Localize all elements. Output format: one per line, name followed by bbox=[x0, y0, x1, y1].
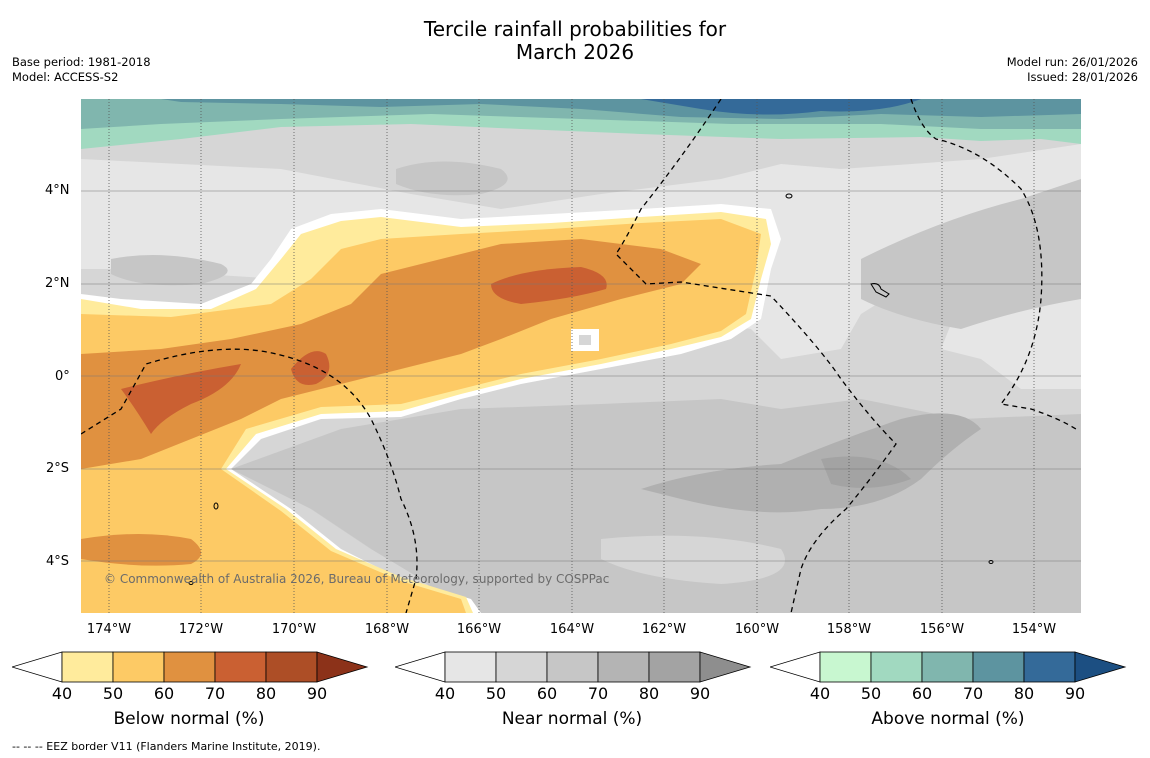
lon-label-166w: 166°W bbox=[456, 622, 502, 637]
above-swatch-50 bbox=[870, 651, 923, 683]
above-tick-50: 50 bbox=[860, 684, 882, 703]
below-80-center bbox=[491, 267, 607, 304]
copyright-credit: © Commonwealth of Australia 2026, Bureau… bbox=[104, 572, 610, 586]
colorbar-below bbox=[12, 651, 369, 683]
near-tick-70: 70 bbox=[587, 684, 609, 703]
above-swatch-gt90 bbox=[1074, 651, 1127, 683]
below-60-region bbox=[81, 219, 761, 613]
below-normal-title: Below normal (%) bbox=[113, 709, 265, 729]
lon-label-170w: 170°W bbox=[271, 622, 317, 637]
below-tick-40: 40 bbox=[51, 684, 73, 703]
near-swatch-40 bbox=[444, 651, 497, 683]
near-swatch-60 bbox=[546, 651, 599, 683]
below-tick-60: 60 bbox=[153, 684, 175, 703]
near-60-east bbox=[861, 179, 1081, 329]
near-swatch-50 bbox=[495, 651, 548, 683]
below-swatch-50 bbox=[112, 651, 165, 683]
below-tick-80: 80 bbox=[255, 684, 277, 703]
above-tick-60: 60 bbox=[911, 684, 933, 703]
near-70-south bbox=[641, 413, 981, 513]
meta-left: Base period: 1981-2018 Model: ACCESS-S2 bbox=[12, 55, 151, 85]
below-tick-70: 70 bbox=[204, 684, 226, 703]
above-tick-70: 70 bbox=[962, 684, 984, 703]
lat-label-0: 0° bbox=[55, 369, 70, 384]
below-tick-50: 50 bbox=[102, 684, 124, 703]
above-tick-40: 40 bbox=[809, 684, 831, 703]
above-swatch-60 bbox=[921, 651, 974, 683]
near-tick-50: 50 bbox=[485, 684, 507, 703]
above-tick-80: 80 bbox=[1013, 684, 1035, 703]
above-swatch-40 bbox=[819, 651, 872, 683]
below-swatch-40 bbox=[61, 651, 114, 683]
below-swatch-60 bbox=[163, 651, 216, 683]
near-swatch-lt40 bbox=[395, 651, 446, 683]
lat-label-2s: 2°S bbox=[46, 461, 70, 476]
map-lat-lines bbox=[81, 190, 1081, 562]
near-80-south bbox=[821, 456, 911, 488]
probability-map bbox=[81, 99, 1081, 613]
near-tick-40: 40 bbox=[434, 684, 456, 703]
above-swatch-70 bbox=[972, 651, 1025, 683]
eez-footnote: -- -- -- EEZ border V11 (Flanders Marine… bbox=[12, 740, 321, 753]
lon-label-160w: 160°W bbox=[734, 622, 780, 637]
map-title: Tercile rainfall probabilities for March… bbox=[0, 18, 1150, 64]
title-line-2: March 2026 bbox=[515, 40, 635, 64]
model-run: Model run: 26/01/2026 bbox=[1006, 55, 1138, 69]
base-period: Base period: 1981-2018 bbox=[12, 55, 151, 69]
near-swatch-gt90 bbox=[699, 651, 752, 683]
lon-label-154w: 154°W bbox=[1011, 622, 1057, 637]
issued-date: Issued: 28/01/2026 bbox=[1027, 70, 1138, 84]
near-60-patch-a bbox=[396, 161, 508, 196]
lon-label-172w: 172°W bbox=[178, 622, 224, 637]
lon-label-164w: 164°W bbox=[549, 622, 595, 637]
lon-label-162w: 162°W bbox=[641, 622, 687, 637]
colorbar-near bbox=[395, 651, 752, 683]
title-line-1: Tercile rainfall probabilities for bbox=[423, 17, 727, 41]
above-normal-title: Above normal (%) bbox=[871, 709, 1025, 729]
above-80-band bbox=[641, 99, 921, 115]
lat-label-4n: 4°N bbox=[45, 183, 70, 198]
model-name: Model: ACCESS-S2 bbox=[12, 70, 119, 84]
eez-borders bbox=[81, 99, 1080, 613]
above-tick-90: 90 bbox=[1064, 684, 1086, 703]
lon-label-174w: 174°W bbox=[86, 622, 132, 637]
islands bbox=[188, 193, 994, 585]
below-swatch-lt40 bbox=[12, 651, 63, 683]
lon-label-158w: 158°W bbox=[826, 622, 872, 637]
meta-right: Model run: 26/01/2026 Issued: 28/01/2026 bbox=[1007, 55, 1138, 85]
below-70-south-patch bbox=[81, 534, 201, 566]
near-tick-60: 60 bbox=[536, 684, 558, 703]
lat-label-2n: 2°N bbox=[45, 276, 70, 291]
near-swatch-70 bbox=[597, 651, 650, 683]
near-tick-80: 80 bbox=[638, 684, 660, 703]
lon-label-168w: 168°W bbox=[364, 622, 410, 637]
near-normal-title: Near normal (%) bbox=[501, 709, 643, 729]
below-swatch-70 bbox=[214, 651, 267, 683]
below-tick-90: 90 bbox=[306, 684, 328, 703]
near-60-patch-b bbox=[111, 255, 228, 286]
near-50-south-patch bbox=[601, 535, 785, 584]
near-tick-90: 90 bbox=[689, 684, 711, 703]
below-80-mid bbox=[291, 351, 330, 385]
below-swatch-80 bbox=[265, 651, 318, 683]
colorbar-above bbox=[770, 651, 1127, 683]
below-swatch-gt90 bbox=[316, 651, 369, 683]
small-gap-grey bbox=[579, 335, 591, 345]
above-swatch-lt40 bbox=[770, 651, 821, 683]
below-80-west bbox=[121, 364, 241, 434]
map-svg bbox=[81, 99, 1081, 613]
near-swatch-80 bbox=[648, 651, 701, 683]
lat-label-4s: 4°S bbox=[46, 554, 70, 569]
lon-label-156w: 156°W bbox=[919, 622, 965, 637]
above-swatch-80 bbox=[1023, 651, 1076, 683]
